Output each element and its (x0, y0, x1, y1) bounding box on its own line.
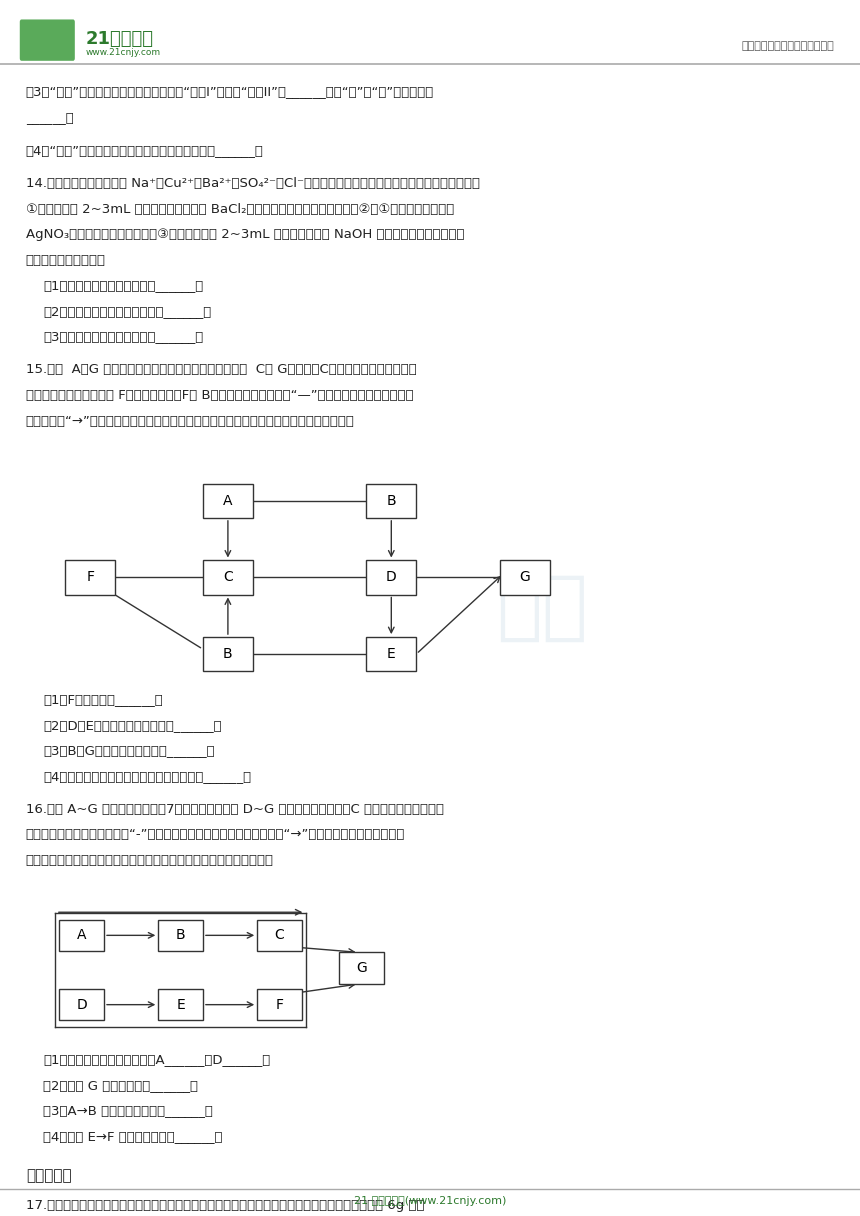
Text: F: F (275, 997, 284, 1012)
Text: B: B (223, 647, 233, 662)
Text: ______。: ______。 (26, 111, 74, 124)
FancyBboxPatch shape (59, 919, 104, 951)
Text: F: F (86, 570, 95, 585)
FancyBboxPatch shape (203, 561, 253, 595)
Text: 17.纯碱是一种重要的工业原料，盐湖中的纯碱常常会含有少量的氯化钓（其它杂质忽略不计）。取 6g 纯碱: 17.纯碱是一种重要的工业原料，盐湖中的纯碱常常会含有少量的氯化钓（其它杂质忽略… (26, 1199, 424, 1212)
Text: C: C (223, 570, 233, 585)
Text: （1）溶液中一定存在的离子是______。: （1）溶液中一定存在的离子是______。 (43, 280, 203, 292)
Text: 15.图中  A～G 是初中化学常见的物质。在通常情况下，  C和 G为气态，C通入无色酚鷩溶液中，溶: 15.图中 A～G 是初中化学常见的物质。在通常情况下， C和 G为气态，C通入… (26, 364, 416, 377)
Text: ①取未知溶液 2~3mL 于试管中，滴加足量 BaCl₂溶液，有白色沉淠生成，静置；②取①中上层清液，滴加: ①取未知溶液 2~3mL 于试管中，滴加足量 BaCl₂溶液，有白色沉淠生成，静… (26, 203, 454, 215)
Text: （1）F的化学式为______。: （1）F的化学式为______。 (43, 693, 163, 706)
Text: G: G (519, 570, 530, 585)
Text: AgNO₃溶液，有白色沉淠生成；③另取未知溶液 2~3mL 于试管中，滴加 NaOH 溶液，有蓝色沉淠生成。: AgNO₃溶液，有白色沉淠生成；③另取未知溶液 2~3mL 于试管中，滴加 Na… (26, 229, 464, 241)
Text: 21世纪教育: 21世纪教育 (86, 30, 154, 47)
FancyBboxPatch shape (257, 919, 302, 951)
Text: 14.某未知溶液，可能含有 Na⁺、Cu²⁺、Ba²⁺、SO₄²⁻、Cl⁻中的几种，为确定溶液中含有的离子，实验如下：: 14.某未知溶液，可能含有 Na⁺、Cu²⁺、Ba²⁺、SO₄²⁻、Cl⁻中的几… (26, 178, 480, 190)
Text: 的转化关系如图所示（图中用“-”表示两种物质之间能发生化学反应，用“→”表示一种物质能转化为另一: 的转化关系如图所示（图中用“-”表示两种物质之间能发生化学反应，用“→”表示一种… (26, 828, 405, 841)
Text: E: E (387, 647, 396, 662)
Text: （4）“酸溶”时所加硫酸溶液不宜过量太多的原因是______。: （4）“酸溶”时所加硫酸溶液不宜过量太多的原因是______。 (26, 143, 264, 157)
FancyBboxPatch shape (257, 989, 302, 1020)
Text: A: A (223, 494, 233, 508)
Text: （3）A→B 的基本反应类型是______。: （3）A→B 的基本反应类型是______。 (43, 1104, 213, 1118)
Text: C: C (274, 928, 285, 942)
Text: （1）写出下列物质的化学式：A______，D______。: （1）写出下列物质的化学式：A______，D______。 (43, 1053, 270, 1066)
Text: （3）溶液中可能存在的离子是______。: （3）溶液中可能存在的离子是______。 (43, 331, 203, 343)
FancyBboxPatch shape (500, 561, 550, 595)
FancyBboxPatch shape (366, 637, 416, 671)
Text: D: D (77, 997, 87, 1012)
Text: （2）溶液中一定不存在的离子是______。: （2）溶液中一定不存在的离子是______。 (43, 305, 212, 317)
Text: 种物质，部分反应物、生成物及反应条件已略去）。请回答下列问题：: 种物质，部分反应物、生成物及反应条件已略去）。请回答下列问题： (26, 854, 273, 867)
FancyBboxPatch shape (203, 484, 253, 518)
Text: （3）“反应”步骤前后均有过滤，能否省去“过滤I”只进行“过滤II”。______（填“能”或“否”），理由是: （3）“反应”步骤前后均有过滤，能否省去“过滤I”只进行“过滤II”。_____… (26, 85, 434, 98)
Text: 21 世纪教育网(www.21cnjy.com): 21 世纪教育网(www.21cnjy.com) (353, 1197, 507, 1206)
FancyBboxPatch shape (366, 561, 416, 595)
Text: （3）B－G反应的化学方程式为______。: （3）B－G反应的化学方程式为______。 (43, 744, 215, 758)
FancyBboxPatch shape (339, 952, 384, 984)
FancyBboxPatch shape (203, 637, 253, 671)
Text: 分析实验过程，回答：: 分析实验过程，回答： (26, 254, 106, 266)
FancyBboxPatch shape (65, 561, 115, 595)
Text: A: A (77, 928, 87, 942)
FancyBboxPatch shape (366, 484, 416, 518)
Text: （2）写出 G 的一种用途：______。: （2）写出 G 的一种用途：______。 (43, 1079, 198, 1092)
Text: （4）图中属于化合反应的一个化学方程式为______。: （4）图中属于化合反应的一个化学方程式为______。 (43, 770, 251, 783)
Text: 液变红；胃液中含适量的 F，可帮助消化；F与 B发生中和反应。（图中“—”表示两端的物质之间能发生: 液变红；胃液中含适量的 F，可帮助消化；F与 B发生中和反应。（图中“—”表示两… (26, 389, 414, 402)
Text: B: B (386, 494, 396, 508)
Text: （2）D－E反应的基本反应类型是______。: （2）D－E反应的基本反应类型是______。 (43, 719, 222, 732)
FancyBboxPatch shape (158, 989, 203, 1020)
FancyBboxPatch shape (59, 989, 104, 1020)
Text: G: G (356, 961, 366, 975)
FancyBboxPatch shape (20, 19, 75, 61)
Text: 精选: 精选 (496, 572, 587, 644)
Text: （4）写出 E→F 的化学方程式：______。: （4）写出 E→F 的化学方程式：______。 (43, 1130, 223, 1143)
FancyBboxPatch shape (158, 919, 203, 951)
Text: 中小学教育资源及组卷应用平台: 中小学教育资源及组卷应用平台 (741, 41, 834, 51)
Text: www.21cnjy.com: www.21cnjy.com (86, 47, 161, 57)
Text: D: D (386, 570, 396, 585)
Text: E: E (176, 997, 185, 1012)
Text: 化学反应，“→”表示物质间存在转化关系，部分反应物和生成物已略去。）回答下列问题：: 化学反应，“→”表示物质间存在转化关系，部分反应物和生成物已略去。）回答下列问题… (26, 415, 354, 428)
Text: B: B (175, 928, 186, 942)
Text: 五、计算题: 五、计算题 (26, 1169, 71, 1183)
Text: 16.已知 A~G 是初中化学常见的7种不同物质，其中 D~G 中都含有两种元素，C 为蓝色沉淠。它们之间: 16.已知 A~G 是初中化学常见的7种不同物质，其中 D~G 中都含有两种元素… (26, 803, 444, 816)
